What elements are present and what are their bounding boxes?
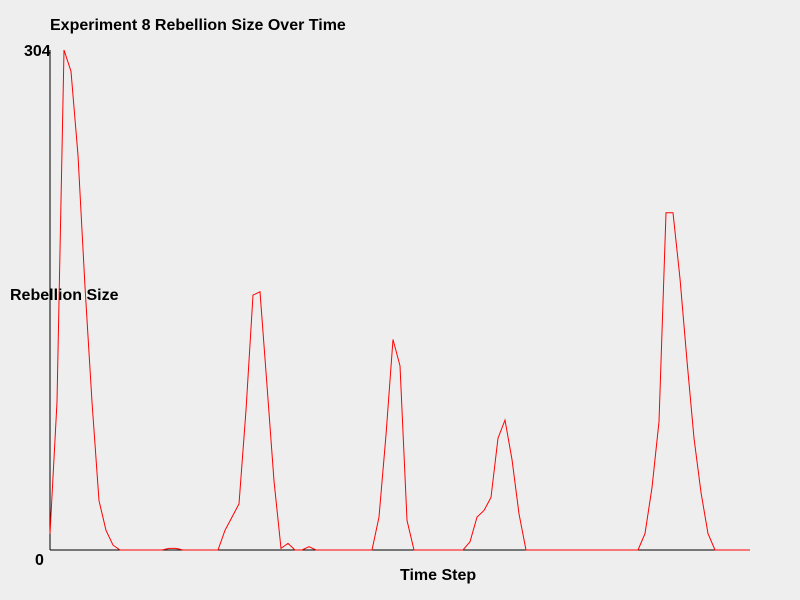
- series-layer: [49, 49, 750, 551]
- series-line-0: [49, 49, 750, 551]
- y-tick-max: 304: [24, 43, 51, 60]
- y-tick-min: 0: [35, 552, 44, 569]
- x-axis-label: Time Step: [400, 567, 476, 584]
- y-axis-label: Rebellion Size: [10, 287, 119, 304]
- chart-title: Experiment 8 Rebellion Size Over Time: [50, 17, 346, 34]
